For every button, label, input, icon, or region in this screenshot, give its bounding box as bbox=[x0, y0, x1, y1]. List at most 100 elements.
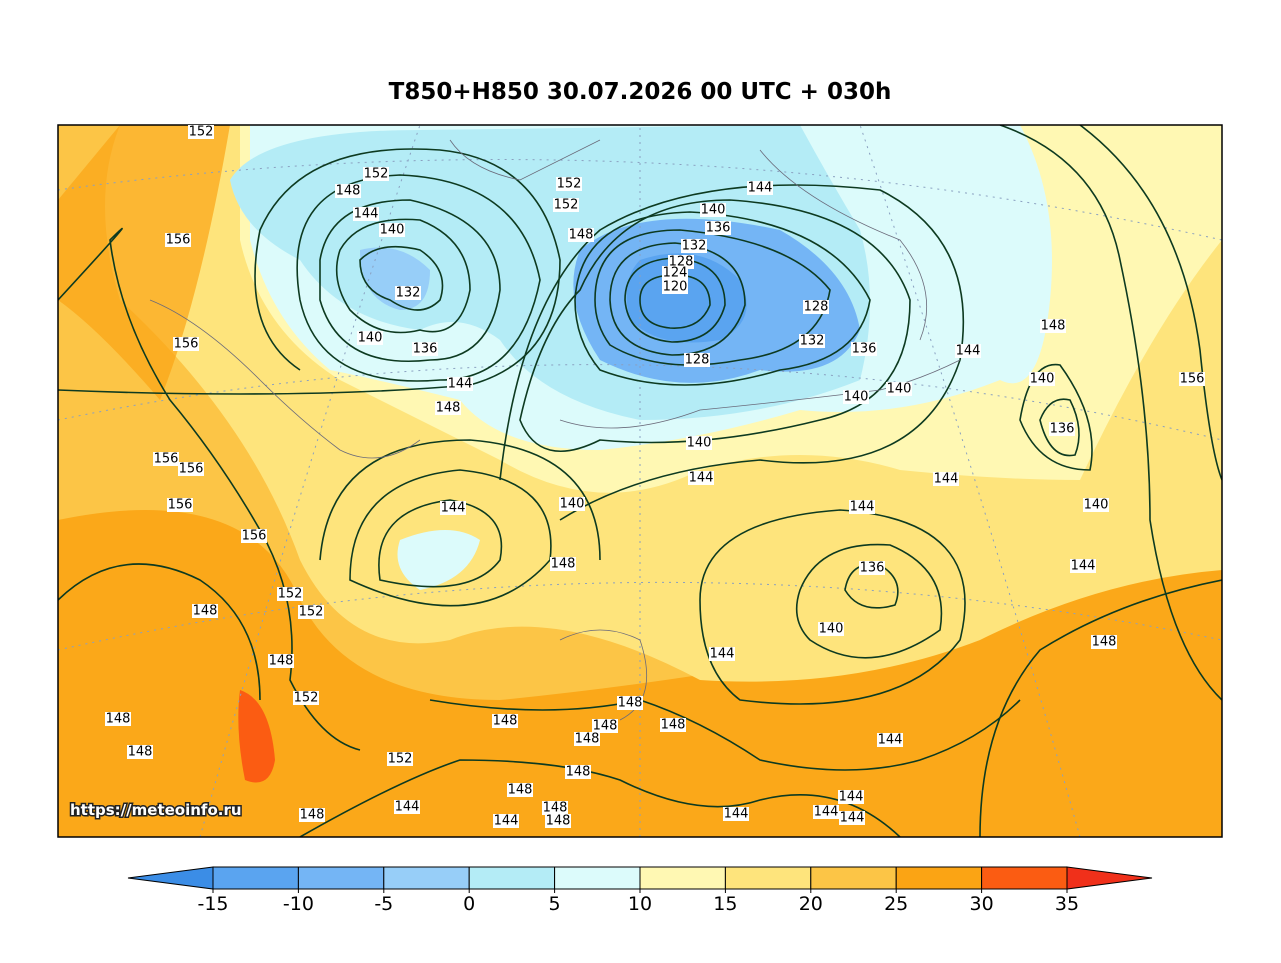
colorbar-bin bbox=[468, 866, 556, 890]
label-bg bbox=[553, 198, 579, 212]
contour-label: 148 bbox=[551, 557, 576, 572]
contour-label: 140 bbox=[1030, 372, 1055, 387]
contour-label: 148 bbox=[593, 719, 618, 734]
contour-label: 144 bbox=[748, 181, 773, 196]
contour-label: 144 bbox=[395, 800, 420, 815]
label-bg bbox=[1091, 635, 1117, 649]
colorbar-arrow-high bbox=[1066, 866, 1153, 890]
label-bg bbox=[357, 331, 383, 345]
contour-label: 152 bbox=[364, 167, 389, 182]
label-bg bbox=[105, 712, 131, 726]
label-bg bbox=[492, 714, 518, 728]
label-bg bbox=[565, 765, 591, 779]
field bbox=[58, 125, 1222, 837]
watermark: https://meteoinfo.ru bbox=[70, 801, 242, 819]
frame bbox=[57, 124, 1223, 838]
label-bg bbox=[668, 255, 694, 269]
label-bg bbox=[178, 462, 204, 476]
label-bg bbox=[709, 647, 735, 661]
contour-label: 132 bbox=[396, 286, 421, 301]
contour-label: 156 bbox=[166, 233, 191, 248]
contour-label: 148 bbox=[618, 696, 643, 711]
contour-label: 128 bbox=[685, 353, 710, 368]
colorbar-tick-label: 30 bbox=[970, 893, 994, 915]
label-bg bbox=[568, 228, 594, 242]
label-bg bbox=[839, 811, 865, 825]
contour-label: 128 bbox=[804, 300, 829, 315]
contour-label: 156 bbox=[154, 452, 179, 467]
label-bg bbox=[688, 471, 714, 485]
contour-label: 132 bbox=[682, 239, 707, 254]
label-bg bbox=[268, 654, 294, 668]
label-bg bbox=[700, 203, 726, 217]
label-bg bbox=[1040, 319, 1066, 333]
colorbar-bin bbox=[981, 866, 1068, 890]
label-bg bbox=[803, 300, 829, 314]
label-bg bbox=[662, 266, 688, 280]
contour-label: 148 bbox=[193, 604, 218, 619]
label-bg bbox=[705, 221, 731, 235]
label-bg bbox=[1083, 498, 1109, 512]
contour-label: 148 bbox=[269, 654, 294, 669]
contour-label: 144 bbox=[448, 377, 473, 392]
colorbar-tick-label: -10 bbox=[283, 893, 314, 915]
label-bg bbox=[335, 184, 361, 198]
label-bg bbox=[379, 223, 405, 237]
contour-label: 156 bbox=[168, 498, 193, 513]
contour-label: 152 bbox=[388, 752, 413, 767]
label-bg bbox=[293, 691, 319, 705]
label-bg bbox=[127, 745, 153, 759]
contour-label: 148 bbox=[543, 801, 568, 816]
contour-label: 140 bbox=[887, 382, 912, 397]
label-bg bbox=[173, 337, 199, 351]
colorbar-tick-label: 35 bbox=[1055, 893, 1079, 915]
label-bg bbox=[165, 233, 191, 247]
colorbar-bin bbox=[810, 866, 897, 890]
label-bg bbox=[1029, 372, 1055, 386]
contour-label: 124 bbox=[663, 266, 688, 281]
label-bg bbox=[933, 472, 959, 486]
label-bg bbox=[799, 334, 825, 348]
colorbar-bin bbox=[724, 866, 812, 890]
contour-label: 144 bbox=[494, 814, 519, 829]
label-bg bbox=[1179, 372, 1205, 386]
contour-label: 120 bbox=[663, 280, 688, 295]
contour-label: 140 bbox=[819, 622, 844, 637]
contour-label: 148 bbox=[336, 184, 361, 199]
label-bg bbox=[298, 605, 324, 619]
label-bg bbox=[843, 390, 869, 404]
contour-label: 140 bbox=[1084, 498, 1109, 513]
label-bg bbox=[1070, 559, 1096, 573]
label-bg bbox=[859, 561, 885, 575]
label-bg bbox=[684, 353, 710, 367]
contour-label: 156 bbox=[174, 337, 199, 352]
colorbar-bin bbox=[212, 866, 299, 890]
contour-label: 156 bbox=[242, 529, 267, 544]
colorbar-bin bbox=[895, 866, 983, 890]
contour-label: 140 bbox=[560, 497, 585, 512]
contour-label: 144 bbox=[441, 501, 466, 516]
contour-label: 140 bbox=[687, 436, 712, 451]
label-bg bbox=[447, 377, 473, 391]
contour-label: 148 bbox=[1092, 635, 1117, 650]
contour-label: 144 bbox=[724, 807, 749, 822]
label-bg bbox=[556, 177, 582, 191]
label-bg bbox=[363, 167, 389, 181]
label-bg bbox=[747, 181, 773, 195]
label-bg bbox=[574, 732, 600, 746]
label-bg bbox=[955, 344, 981, 358]
label-bg bbox=[1049, 422, 1075, 436]
label-bg bbox=[542, 801, 568, 815]
contour-label: 152 bbox=[278, 587, 303, 602]
contour-label: 148 bbox=[436, 401, 461, 416]
label-bg bbox=[550, 557, 576, 571]
contour-label: 128 bbox=[669, 255, 694, 270]
label-bg bbox=[662, 280, 688, 294]
contour-label: 152 bbox=[189, 125, 214, 140]
label-bg bbox=[241, 529, 267, 543]
label-bg bbox=[838, 790, 864, 804]
label-bg bbox=[849, 500, 875, 514]
contour-label: 140 bbox=[380, 223, 405, 238]
label-bg bbox=[299, 808, 325, 822]
